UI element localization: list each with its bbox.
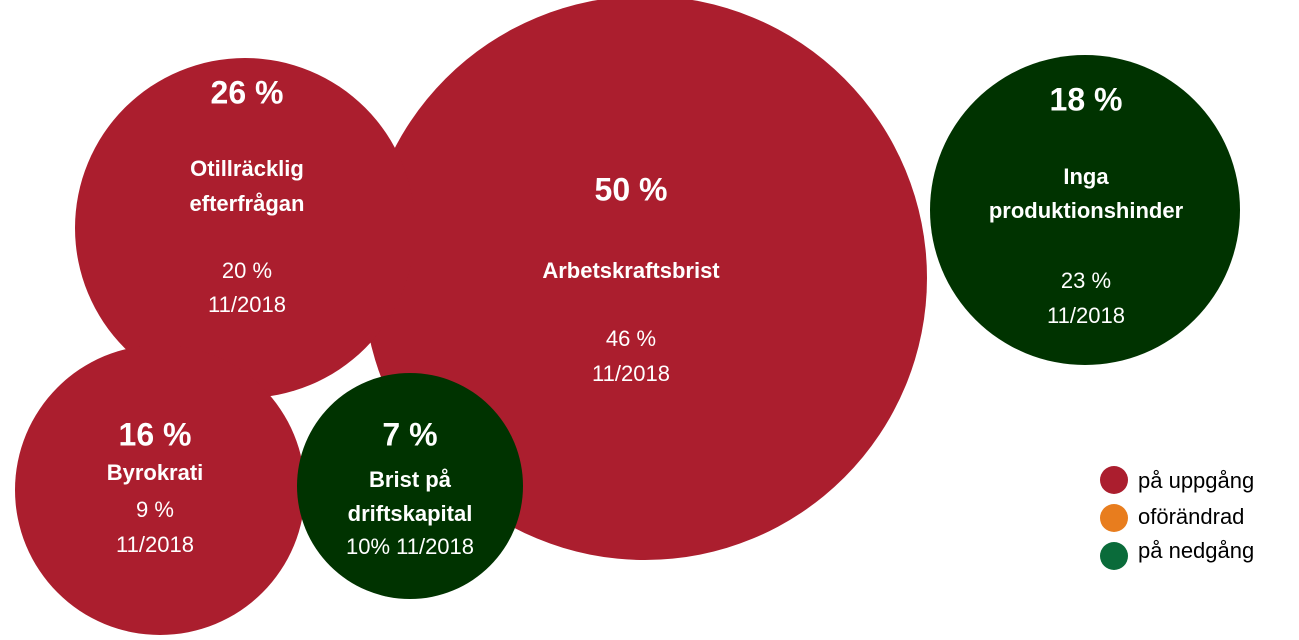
label: driftskapital [348,501,473,526]
share: 50 % [595,171,668,207]
label: efterfrågan [190,191,305,216]
previous: 46 % [606,326,656,351]
legend-label: på nedgång [1138,538,1254,563]
previous: 11/2018 [116,532,194,557]
share: 16 % [119,416,192,452]
previous: 11/2018 [208,292,286,317]
bubble [75,58,415,398]
previous: 11/2018 [1047,303,1125,328]
label: Inga [1063,164,1109,189]
label: Otillräcklig [190,156,304,181]
previous: 10% 11/2018 [346,534,474,559]
legend-swatch [1100,504,1128,532]
bubble [930,55,1240,365]
previous: 20 % [222,258,272,283]
legend-swatch [1100,542,1128,570]
share: 18 % [1050,81,1123,117]
legend-swatch [1100,466,1128,494]
label: Arbetskraftsbrist [542,258,720,283]
label: produktionshinder [989,198,1184,223]
previous: 9 % [136,497,174,522]
legend-label: oförändrad [1138,504,1244,529]
legend-label: på uppgång [1138,468,1254,493]
share: 7 % [382,416,437,452]
previous: 11/2018 [592,361,670,386]
previous: 23 % [1061,268,1111,293]
bubble [15,345,305,635]
bubble [363,0,927,560]
label: Brist på [369,467,452,492]
share: 26 % [211,74,284,110]
bubble [297,373,523,599]
label: Byrokrati [107,460,204,485]
